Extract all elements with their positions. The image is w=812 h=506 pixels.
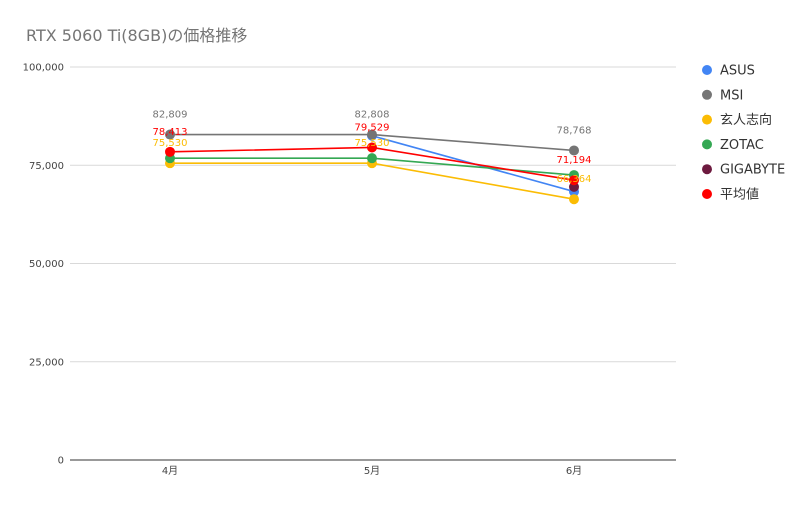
legend-marker: [702, 139, 712, 150]
data-label: 75,530: [153, 138, 188, 149]
y-tick-label: 0: [58, 456, 64, 467]
data-point: [367, 153, 377, 164]
series-line-series-3: [170, 162, 575, 200]
legend-label: MSI: [720, 88, 743, 103]
legend-label: 平均値: [720, 187, 759, 203]
axis-layer: 0 25,000 50,000 75,000 100,000 4月 5月 6月: [23, 63, 676, 477]
x-tick-label: 5月: [364, 465, 380, 477]
legend-marker: [702, 114, 712, 125]
legend-label: GIGABYTE: [720, 163, 785, 178]
legend-marker: [702, 164, 712, 175]
legend-label: ASUS: [720, 64, 755, 79]
data-point: [569, 194, 579, 205]
data-label: 79,529: [355, 122, 390, 133]
series-layer: [165, 129, 579, 205]
legend-item-series-6: 平均値: [702, 187, 759, 203]
data-label: 78,768: [557, 125, 592, 136]
series-series-6: [165, 142, 579, 186]
y-tick-label: 25,000: [29, 357, 64, 368]
data-point: [569, 145, 579, 156]
legend-label: ZOTAC: [720, 138, 764, 153]
legend-marker: [702, 189, 712, 199]
chart-title: RTX 5060 Ti(8GB)の価格推移: [26, 26, 247, 45]
legend-label: 玄人志向: [720, 112, 772, 128]
data-label: 82,809: [153, 110, 188, 121]
legend-item-series-3: 玄人志向: [702, 112, 772, 128]
legend-marker: [702, 65, 712, 75]
x-tick-label: 6月: [566, 465, 582, 477]
data-point: [367, 129, 377, 140]
legend-marker: [702, 89, 712, 100]
legend-item-gigabyte: GIGABYTE: [702, 163, 785, 178]
legend-item-zotac: ZOTAC: [702, 138, 764, 153]
series-msi: [165, 129, 579, 156]
data-label: 82,808: [355, 110, 390, 121]
x-tick-label: 4月: [162, 465, 178, 477]
data-label: 71,194: [557, 155, 592, 166]
data-point: [165, 146, 175, 157]
data-label: 66,364: [557, 174, 592, 185]
data-label: 75,530: [355, 138, 390, 149]
legend: ASUS MSI 玄人志向 ZOTAC GIGABYTE 平均値: [702, 64, 785, 203]
y-tick-label: 100,000: [23, 63, 64, 74]
data-label-layer: 82,809 82,808 78,768 75,530 75,530 66,364 78,4…: [153, 110, 592, 186]
data-label: 78,413: [153, 127, 188, 138]
legend-item-asus: ASUS: [702, 64, 755, 79]
legend-item-msi: MSI: [702, 88, 743, 103]
y-tick-label: 75,000: [29, 161, 64, 172]
y-tick-label: 50,000: [29, 259, 64, 270]
data-point: [165, 129, 175, 140]
data-point: [367, 142, 377, 153]
data-point: [569, 175, 579, 186]
